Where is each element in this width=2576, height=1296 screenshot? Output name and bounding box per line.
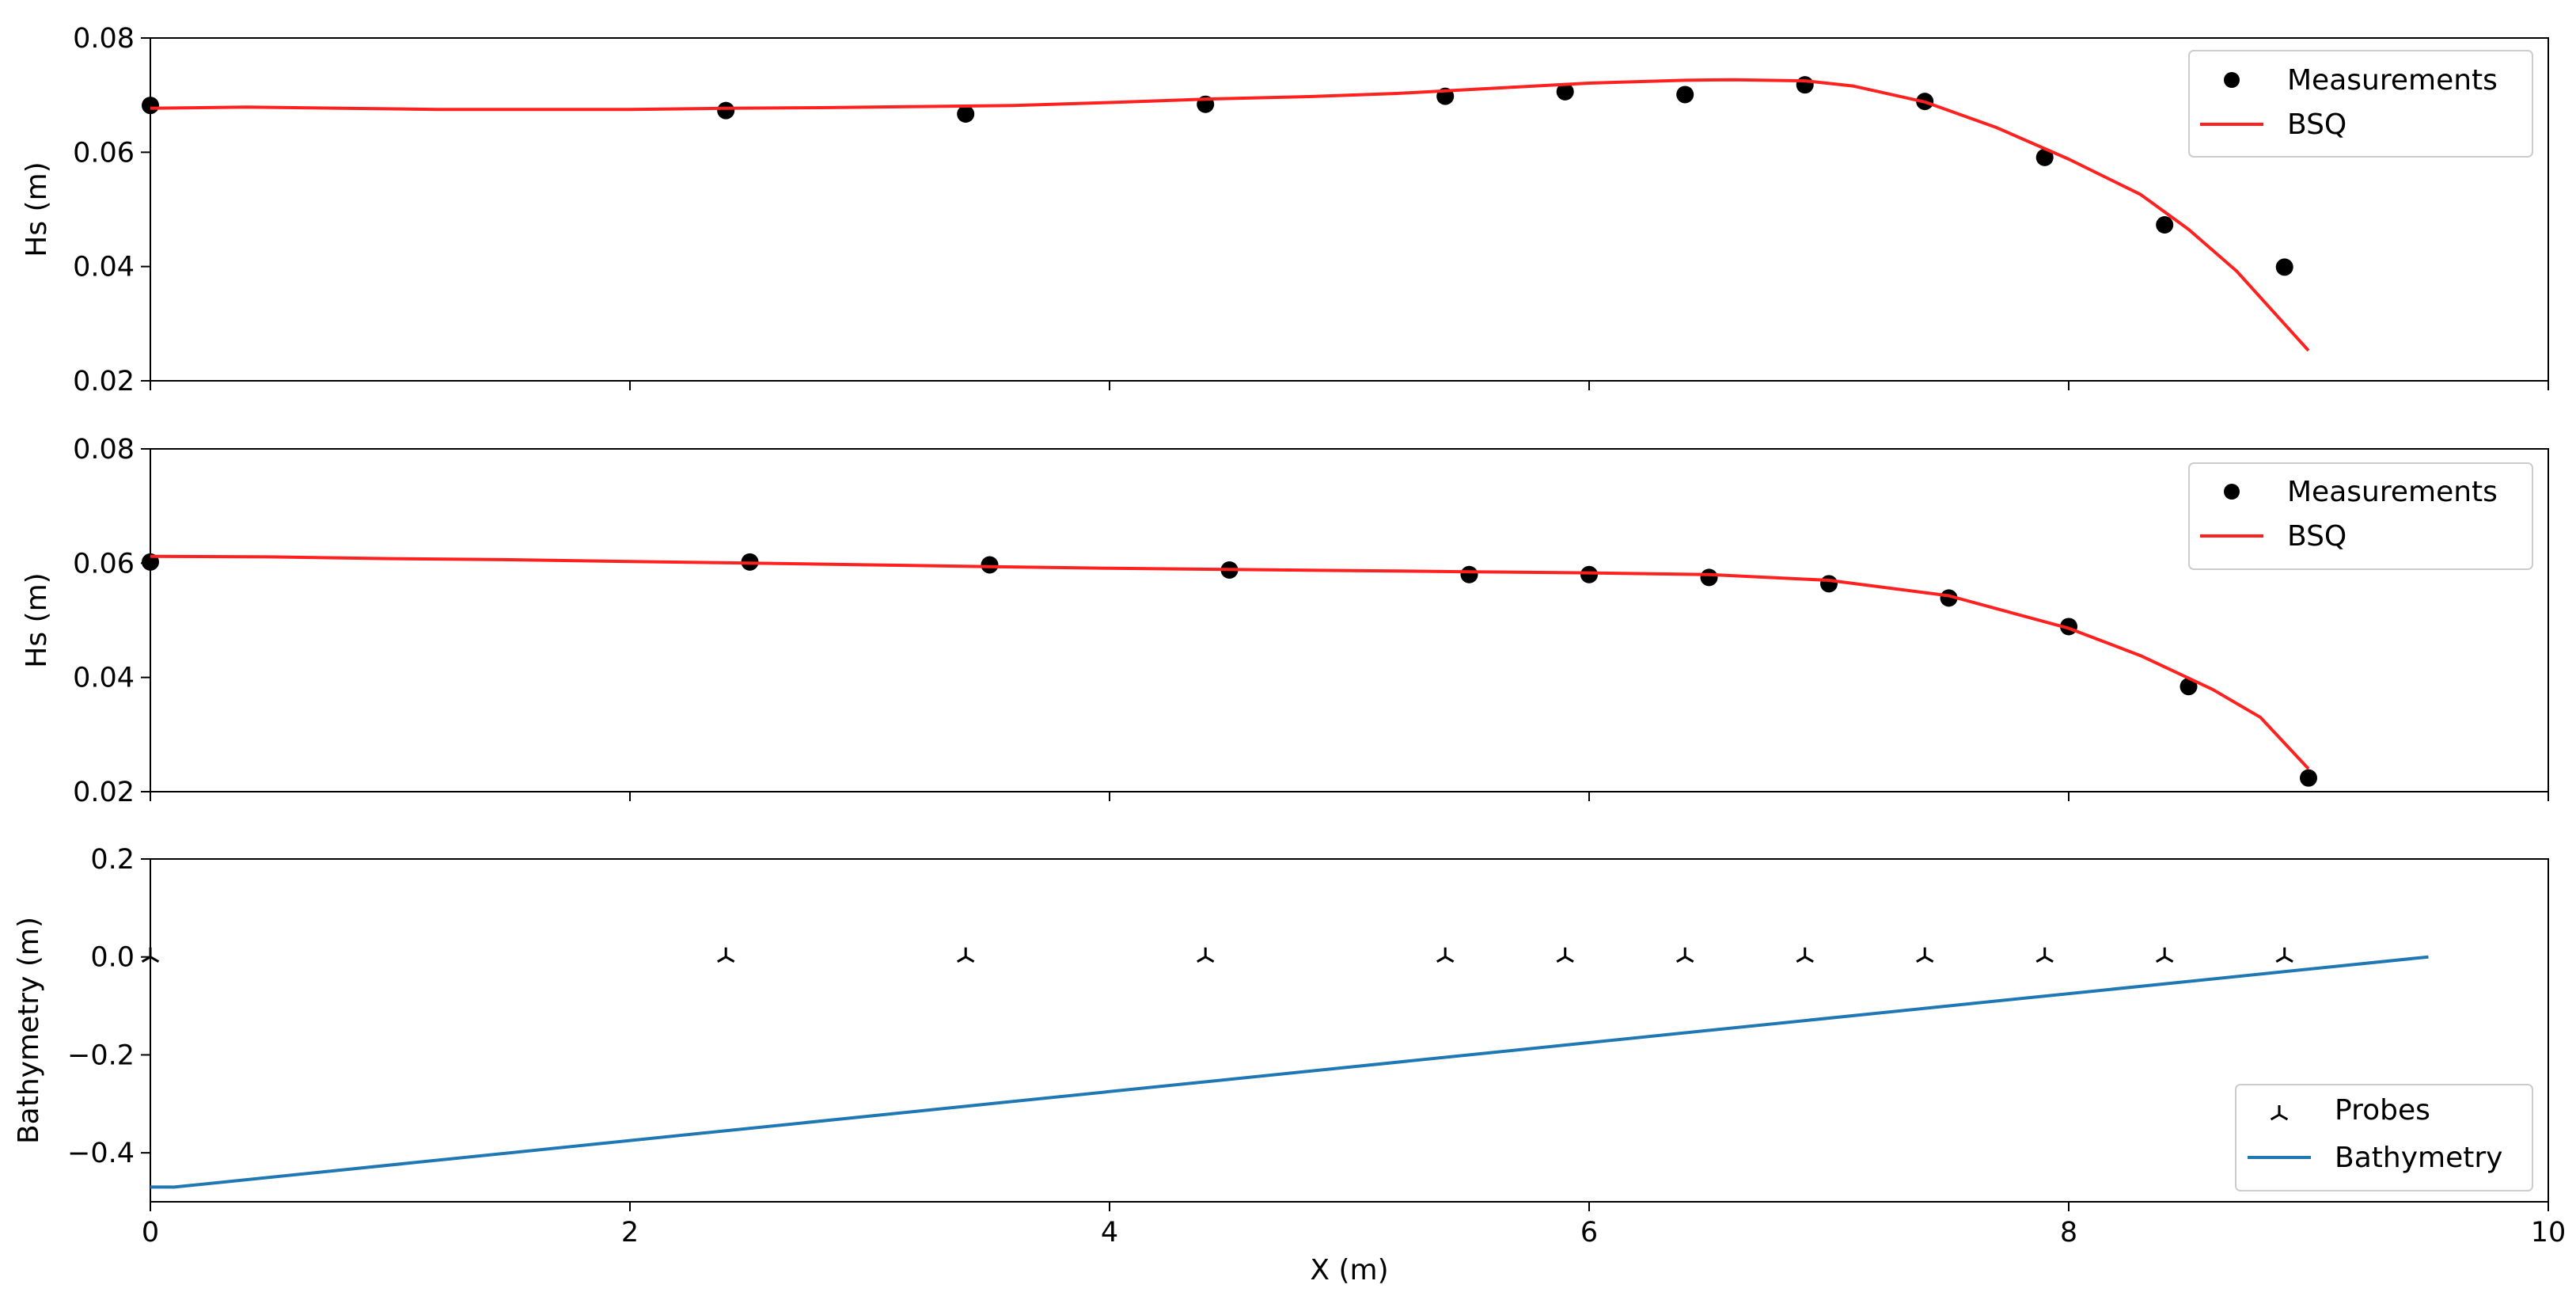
legend-label-measurements: Measurements	[2287, 64, 2498, 97]
y-tick-label: 0.02	[73, 777, 135, 808]
probe-marker	[1796, 947, 1814, 963]
legend-marker-measurements	[2224, 72, 2240, 88]
probe-marker	[1197, 947, 1215, 963]
plot-frame	[150, 858, 2549, 1203]
probe-marker	[1916, 947, 1934, 963]
data-point	[981, 556, 999, 574]
y-tick-label: −0.4	[67, 1138, 135, 1169]
x-tick-label: 4	[1101, 1217, 1118, 1248]
y-tick-label: 0.02	[73, 366, 135, 397]
marks	[142, 553, 2317, 787]
x-ticks	[150, 381, 2549, 390]
data-point	[1700, 568, 1718, 587]
y-axis-label: Hs (m)	[21, 162, 53, 257]
legend: Probes Bathymetry	[2235, 1084, 2533, 1191]
plot-frame	[150, 448, 2549, 792]
legend-box	[2235, 1084, 2533, 1191]
probe-marker	[141, 947, 160, 963]
marks	[142, 76, 2310, 352]
probe-marker	[1676, 947, 1694, 963]
legend: Measurements BSQ	[2188, 50, 2533, 158]
legend-label-probes: Probes	[2335, 1094, 2430, 1127]
legend: Measurements BSQ	[2188, 462, 2533, 570]
probe-marker	[717, 947, 735, 963]
y-tick-label: 0.2	[90, 844, 135, 876]
data-point	[717, 101, 735, 120]
y-ticks: −0.4 −0.2 0.0 0.2	[67, 844, 150, 1169]
x-tick-label: 2	[621, 1217, 639, 1248]
y-tick-label: 0.08	[73, 23, 135, 55]
legend-label-bsq: BSQ	[2287, 108, 2346, 141]
data-point	[2300, 769, 2317, 787]
x-ticks: 0 2 4 6 8 10	[142, 1202, 2566, 1248]
legend-marker-probes	[2270, 1105, 2289, 1121]
y-tick-label: 0.08	[73, 434, 135, 466]
probe-marker	[957, 947, 975, 963]
probe-marker	[2156, 947, 2174, 963]
data-point	[957, 105, 975, 123]
probe-marker	[1436, 947, 1455, 963]
y-tick-label: 0.04	[73, 252, 135, 283]
data-point	[2035, 148, 2054, 166]
y-tick-label: 0.04	[73, 663, 135, 694]
panel-top: 0.02 0.04 0.06 0.08 Hs (m) Measurements BSQ	[21, 23, 2549, 397]
y-ticks: 0.02 0.04 0.06 0.08	[73, 434, 150, 808]
legend-box	[2188, 462, 2533, 570]
marks	[141, 947, 2429, 1189]
legend-box	[2188, 50, 2533, 158]
x-tick-label: 6	[1580, 1217, 1598, 1248]
data-point	[2275, 258, 2293, 276]
panel-middle: 0.02 0.04 0.06 0.08 Hs (m) Measurements BSQ	[21, 434, 2549, 808]
series-line-bsq	[150, 78, 2310, 352]
series-line-bsq	[150, 554, 2310, 770]
legend-label-bathymetry: Bathymetry	[2335, 1142, 2502, 1174]
series-line-bathymetry	[150, 955, 2429, 1189]
y-axis-label: Hs (m)	[21, 572, 53, 667]
data-point	[142, 97, 159, 115]
data-point	[1676, 86, 1694, 104]
x-ticks	[150, 792, 2549, 801]
y-tick-label: 0.06	[73, 137, 135, 169]
legend-label-measurements: Measurements	[2287, 476, 2498, 508]
y-tick-label: −0.2	[67, 1039, 135, 1071]
y-axis-label: Bathymetry (m)	[13, 917, 45, 1144]
y-tick-label: 0.0	[90, 942, 135, 974]
panel-bottom: −0.4 −0.2 0.0 0.2 0 2 4 6 8 10 Bathymetry (m) X …	[13, 844, 2566, 1286]
data-point	[1820, 575, 1838, 593]
data-point	[1556, 82, 1574, 101]
probe-marker	[2275, 947, 2293, 963]
x-axis-label: X (m)	[1310, 1254, 1388, 1286]
data-point	[2180, 678, 2198, 696]
legend-marker-measurements	[2224, 484, 2240, 500]
legend-label-bsq: BSQ	[2287, 520, 2346, 553]
data-point	[2156, 215, 2174, 234]
x-tick-label: 10	[2531, 1217, 2567, 1248]
y-ticks: 0.02 0.04 0.06 0.08	[73, 23, 150, 397]
data-point	[1796, 76, 1814, 94]
probe-marker	[2035, 947, 2054, 963]
x-tick-label: 0	[142, 1217, 159, 1248]
x-tick-label: 8	[2060, 1217, 2077, 1248]
data-point	[1580, 565, 1598, 583]
data-point	[1460, 565, 1478, 583]
y-tick-label: 0.06	[73, 548, 135, 580]
probe-marker	[1556, 947, 1574, 963]
